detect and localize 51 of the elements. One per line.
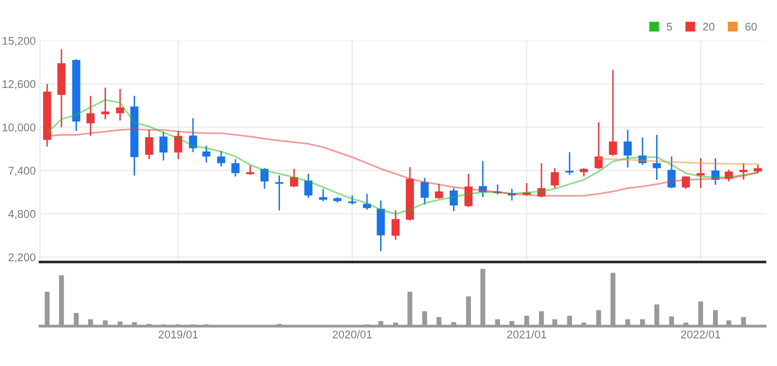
candlestick — [608, 69, 617, 157]
candlestick — [217, 150, 226, 168]
candlestick — [86, 95, 95, 137]
candlestick — [724, 169, 733, 182]
candlestick — [537, 162, 546, 198]
candlestick — [159, 130, 168, 162]
candlestick — [290, 168, 298, 188]
candlestick — [508, 188, 516, 202]
candlestick — [260, 167, 269, 190]
candlestick — [478, 160, 487, 198]
candlestick — [174, 130, 182, 160]
y-tick-label: 7,400 — [8, 166, 36, 176]
candlestick — [464, 173, 473, 208]
candlestick — [594, 122, 603, 170]
candlestick — [550, 167, 559, 189]
candlestick — [450, 187, 458, 212]
candlestick — [624, 129, 632, 168]
candlestick — [116, 88, 124, 122]
candlestick — [392, 210, 400, 240]
candlestick — [275, 174, 284, 212]
y-tick-label: 4,800 — [8, 210, 36, 220]
legend-label: 20 — [703, 22, 714, 31]
candlestick — [638, 136, 647, 166]
legend-label: 5 — [666, 22, 672, 31]
y-tick-label: 12,600 — [2, 80, 36, 90]
candlestick — [304, 173, 312, 198]
y-tick-label: 10,000 — [2, 123, 36, 133]
candlestick — [188, 118, 198, 153]
x-tick-label: 2022/01 — [681, 330, 720, 338]
candlestick — [231, 158, 240, 178]
candlestick — [362, 193, 372, 210]
candlestick — [434, 183, 444, 200]
legend-label: 60 — [745, 22, 757, 31]
candlestick — [202, 145, 210, 164]
candlestick — [522, 182, 531, 196]
candlestick — [101, 86, 110, 120]
candlestick — [319, 188, 328, 202]
candlestick — [246, 164, 254, 176]
candlestick — [711, 157, 720, 186]
x-tick-label: 2021/01 — [507, 330, 546, 338]
y-tick-label: 15,200 — [2, 36, 36, 46]
candlestick — [348, 194, 356, 206]
candlestick — [682, 175, 690, 190]
y-tick-label: 2,200 — [8, 253, 36, 263]
x-tick-label: 2020/01 — [332, 330, 372, 338]
candlestick — [696, 157, 705, 189]
candlestick — [668, 156, 676, 189]
candlestick — [145, 129, 154, 160]
candlestick — [420, 177, 429, 206]
candlestick — [652, 134, 661, 181]
x-tick-label: 2019/01 — [158, 330, 198, 338]
